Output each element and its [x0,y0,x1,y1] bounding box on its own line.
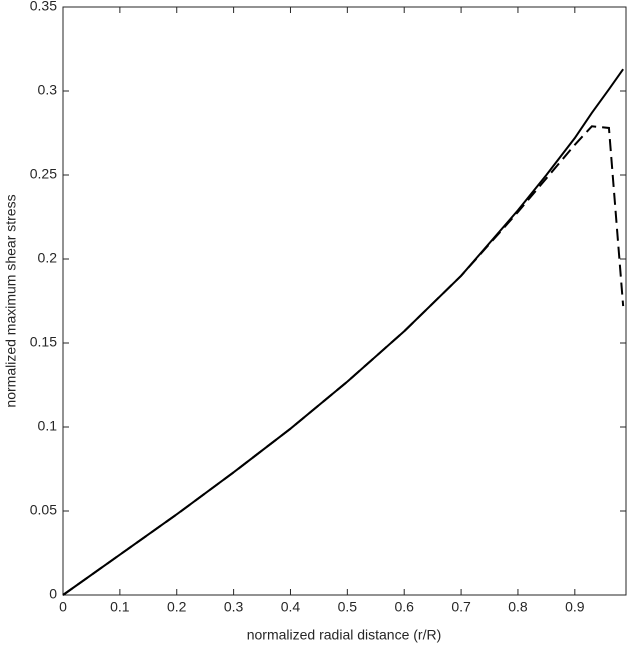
x-tick-label: 0.3 [224,599,244,615]
x-tick-label: 0.1 [110,599,130,615]
y-tick-label: 0.15 [30,334,57,350]
y-tick-label: 0.2 [38,250,58,266]
x-tick-label: 0.5 [338,599,358,615]
x-tick-label: 0.4 [281,599,301,615]
x-tick-label: 0.6 [394,599,414,615]
line-series [62,68,624,596]
x-tick-label: 0.8 [508,599,528,615]
x-tick-label: 0.9 [565,599,585,615]
plot-frame [62,6,627,596]
line-series [62,125,625,596]
x-tick-label: 0 [59,599,67,615]
y-axis-label: normalized maximum shear stress [3,194,19,407]
x-tick-label: 0.7 [451,599,471,615]
y-tick-label: 0.25 [30,166,57,182]
y-tick-label: 0 [49,586,57,602]
y-tick-label: 0.05 [30,502,57,518]
y-tick-label: 0.1 [38,418,58,434]
y-tick-label: 0.35 [30,0,57,14]
x-tick-label: 0.2 [167,599,187,615]
x-axis-label: normalized radial distance (r/R) [247,627,442,643]
y-tick-label: 0.3 [38,82,58,98]
